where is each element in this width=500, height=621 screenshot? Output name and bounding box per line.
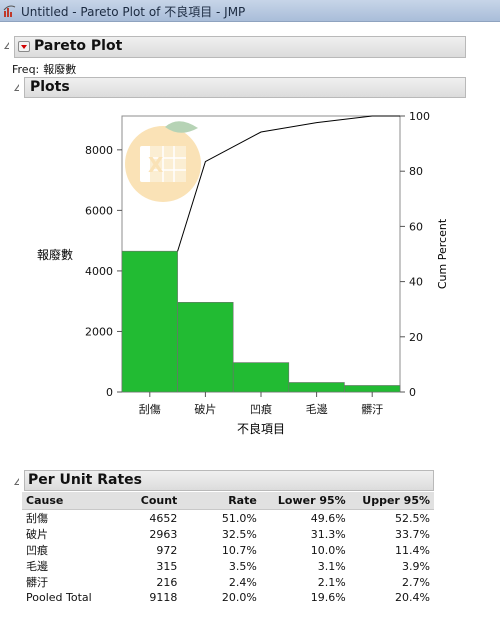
table-row: 刮傷 4652 51.0% 49.6% 52.5% [22, 510, 434, 527]
y2-tick-label-0: 0 [409, 386, 416, 399]
col-header-count[interactable]: Count [115, 492, 182, 510]
y-tick-label-2: 4000 [85, 265, 113, 278]
count-cell: 4652 [149, 511, 178, 525]
col-header-upper95[interactable]: Upper 95% [349, 492, 434, 510]
rate-cell: 51.0% [221, 511, 257, 525]
y-tick-label-0: 0 [106, 386, 113, 399]
col-header-lower95[interactable]: Lower 95% [260, 492, 350, 510]
y2-axis-label: Cum Percent [436, 218, 449, 289]
rate-cell: 20.0% [221, 591, 257, 605]
plots-title: Plots [30, 79, 70, 95]
bar-4 [288, 382, 345, 393]
y2-tick-label-1: 20 [409, 331, 423, 344]
upper-cell: 2.7% [402, 575, 430, 589]
table-row: 破片 2963 32.5% 31.3% 33.7% [22, 526, 434, 542]
orange-logo-watermark: X [125, 121, 201, 202]
x-tick-label-2: 凹痕 [250, 402, 272, 416]
freq-value: 報廢數 [43, 63, 77, 76]
y-tick-label-1: 2000 [85, 325, 113, 338]
rate-cell: 3.5% [228, 559, 257, 573]
table-row: 凹痕 972 10.7% 10.0% 11.4% [22, 542, 434, 558]
upper-cell: 11.4% [395, 543, 430, 557]
y2-tick-label-4: 80 [409, 165, 423, 178]
count-cell: 216 [156, 575, 178, 589]
plots-outline-header[interactable] [24, 77, 466, 98]
pareto-title: Pareto Plot [34, 38, 123, 54]
plots-collapse-icon[interactable] [14, 84, 19, 91]
table-row: 毛邊 315 3.5% 3.1% 3.9% [22, 558, 434, 574]
bar-3 [232, 362, 290, 393]
x-tick-label-4: 髒汙 [361, 403, 383, 416]
freq-label: Freq: [12, 63, 40, 76]
y-tick-label-4: 8000 [85, 144, 113, 157]
bar-2 [177, 302, 234, 393]
y-tick-label-3: 6000 [85, 204, 113, 217]
count-cell: 2963 [149, 527, 178, 541]
lower-cell: 2.1% [317, 575, 346, 589]
rate-cell: 32.5% [221, 527, 257, 541]
cause-cell: 凹痕 [26, 544, 48, 557]
pareto-collapse-icon[interactable] [4, 42, 9, 49]
x-axis-label: 不良項目 [237, 421, 285, 436]
window-title: Untitled - Pareto Plot of 不良項目 - JMP [21, 5, 246, 19]
lower-cell: 3.1% [317, 559, 346, 573]
pareto-outline-header[interactable] [14, 36, 466, 58]
rate-cell: 2.4% [228, 575, 257, 589]
per-unit-rates-table: Cause Count Rate Lower 95% Upper 95% 刮傷 … [22, 492, 434, 606]
y2-tick-label-5: 100 [409, 110, 430, 123]
cause-cell: Pooled Total [26, 591, 92, 605]
col-header-rate[interactable]: Rate [181, 492, 261, 510]
cause-cell: 刮傷 [26, 512, 48, 525]
col-header-cause[interactable]: Cause [22, 492, 116, 510]
x-tick-label-3: 毛邊 [306, 402, 328, 416]
y2-tick-label-2: 40 [409, 276, 423, 289]
upper-cell: 52.5% [395, 511, 430, 525]
upper-cell: 20.4% [395, 591, 430, 605]
svg-text:X: X [148, 153, 164, 177]
count-cell: 972 [156, 543, 178, 557]
rate-cell: 10.7% [221, 543, 257, 557]
lower-cell: 31.3% [310, 527, 346, 541]
rates-title: Per Unit Rates [28, 472, 142, 488]
lower-cell: 10.0% [310, 543, 346, 557]
table-row-total: Pooled Total 9118 20.0% 19.6% 20.4% [22, 590, 434, 606]
freq-line: Freq: 報廢數 [12, 61, 80, 77]
upper-cell: 3.9% [402, 559, 430, 573]
x-tick-label-0: 刮傷 [139, 402, 161, 416]
bar-5 [344, 385, 401, 393]
lower-cell: 49.6% [310, 511, 346, 525]
cause-cell: 破片 [26, 528, 48, 541]
cause-cell: 髒汙 [26, 576, 48, 589]
upper-cell: 33.7% [395, 527, 430, 541]
window-titlebar: Untitled - Pareto Plot of 不良項目 - JMP [0, 0, 500, 22]
y2-tick-label-3: 60 [409, 220, 423, 233]
lower-cell: 19.6% [310, 591, 346, 605]
rates-collapse-icon[interactable] [14, 478, 19, 485]
y-axis-label: 報廢數 [37, 247, 73, 262]
cum-percent-line [177, 115, 400, 252]
red-triangle-menu-icon[interactable] [18, 41, 30, 52]
rates-outline-header[interactable] [24, 470, 434, 491]
bar-1 [121, 250, 178, 393]
count-cell: 9118 [149, 591, 178, 605]
count-cell: 315 [156, 559, 178, 573]
cause-cell: 毛邊 [26, 560, 48, 573]
table-row: 髒汙 216 2.4% 2.1% 2.7% [22, 574, 434, 590]
jmp-app-icon [3, 5, 16, 17]
x-tick-label-1: 破片 [194, 402, 216, 416]
table-header-row: Cause Count Rate Lower 95% Upper 95% [22, 492, 434, 510]
pareto-chart: X 0 2000 4000 6000 8000 0 20 40 60 80 100 刮傷 破片 凹痕 毛… [37, 110, 449, 436]
